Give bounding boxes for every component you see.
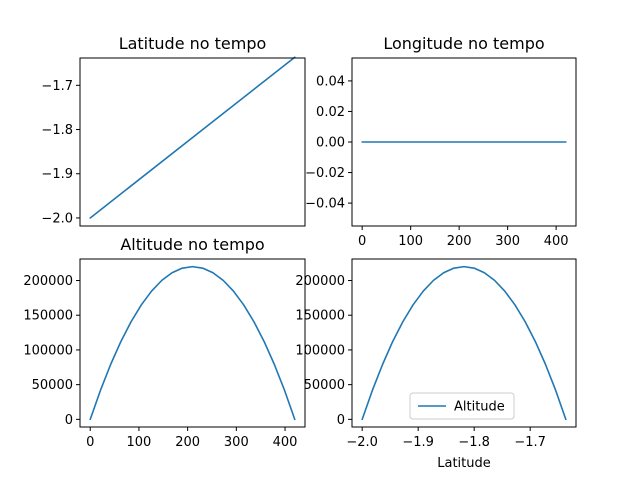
x-tick-label: −1.8 (458, 435, 490, 450)
y-tick-label: 0.02 (316, 105, 345, 120)
legend: Altitude (409, 392, 515, 420)
x-tick-label: 200 (175, 435, 200, 450)
x-tick-label: 400 (273, 435, 298, 450)
subplot-3: 0 100 200 300 400 0 50000 100000 150000 200000 Alt… (23, 235, 306, 450)
y-tick-label: 200000 (23, 274, 73, 289)
legend-box (409, 392, 515, 420)
x-tick-label: 200 (447, 234, 472, 249)
chart-title: Longitude no tempo (383, 34, 544, 53)
series-line-4-1 (361, 265, 567, 421)
x-tick-label: 100 (398, 234, 423, 249)
x-tick-label: 100 (127, 435, 152, 450)
y-tick-label: 100000 (23, 343, 73, 358)
series-line-1-1 (89, 56, 296, 219)
x-tick-label: 300 (495, 234, 520, 249)
x-tick-label: −2.0 (346, 435, 378, 450)
y-tick-label: −2.0 (41, 211, 73, 226)
y-tick-label: 50000 (32, 378, 73, 393)
x-tick-label: 300 (224, 435, 249, 450)
y-tick-label: 50000 (304, 378, 345, 393)
axes-frame (79, 57, 306, 227)
axes-frame (79, 258, 306, 428)
axes-frame (351, 258, 577, 428)
y-tick-label: 0 (65, 413, 73, 428)
y-tick-label: −1.9 (41, 167, 73, 182)
x-tick-label: −1.7 (514, 435, 546, 450)
y-tick-label: −0.04 (305, 197, 345, 212)
x-axis-label: Latitude (437, 456, 491, 471)
y-tick-label: 150000 (23, 309, 73, 324)
subplot-1: −2.0 −1.9 −1.8 −1.7 Latitude no tempo (41, 34, 306, 227)
x-tick-label: 0 (358, 234, 366, 249)
subplot-4: −2.0 −1.9 −1.8 −1.7 0 50000 100000 150000 200000… (295, 258, 577, 471)
chart-title: Latitude no tempo (119, 34, 267, 53)
chart-title: Altitude no tempo (120, 235, 264, 254)
series-line-3-1 (89, 265, 296, 421)
y-tick-label: 0.00 (316, 136, 345, 151)
legend-entry-label: Altitude (454, 400, 505, 415)
y-tick-label: 200000 (295, 274, 345, 289)
y-tick-label: −0.02 (305, 166, 345, 181)
y-tick-label: 100000 (295, 343, 345, 358)
y-tick-label: −1.8 (41, 123, 73, 138)
x-tick-label: 400 (544, 234, 569, 249)
x-tick-label: −1.9 (402, 435, 434, 450)
y-tick-label: 0 (337, 413, 345, 428)
subplot-2: 0 100 200 300 400 −0.04 −0.02 0.00 0.02 0.04 Longi… (305, 34, 577, 249)
y-tick-label: −1.7 (41, 79, 73, 94)
x-tick-label: 0 (86, 435, 94, 450)
y-tick-label: 0.04 (316, 74, 345, 89)
y-tick-label: 150000 (295, 309, 345, 324)
